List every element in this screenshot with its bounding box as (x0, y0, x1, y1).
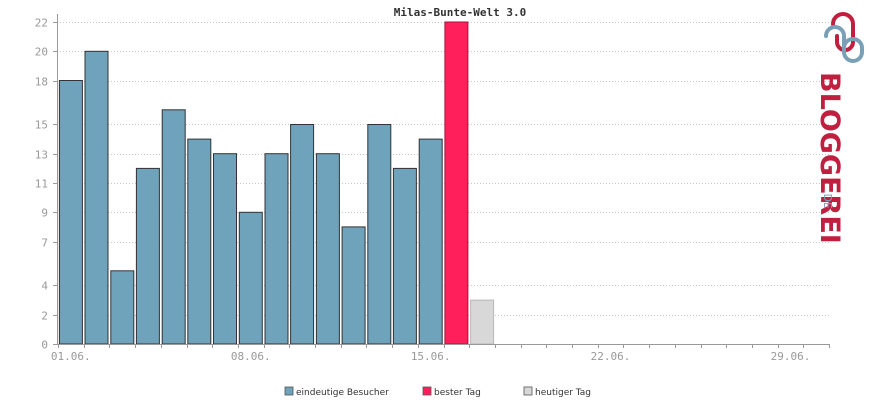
y-tick-label: 7 (41, 237, 48, 250)
axes (57, 14, 830, 345)
bar-today (470, 299, 495, 345)
bloggerei-logo-suffix: .DE (821, 190, 834, 209)
x-axis-ticks: 01.06. 08.06. 15.06. 22.06. 29.06. (51, 344, 830, 363)
y-tick-label: 2 (41, 310, 48, 323)
bar (238, 211, 263, 345)
bar (187, 138, 212, 345)
legend-label: bester Tag (434, 388, 481, 398)
legend-label: heutiger Tag (535, 388, 591, 398)
bar (213, 153, 237, 345)
x-tick-label: 01.06. (51, 350, 91, 363)
bar (418, 138, 443, 345)
y-tick-label: 15 (35, 119, 48, 132)
bar (392, 167, 417, 345)
bar (290, 124, 315, 345)
x-tick-label: 22.06. (591, 350, 631, 363)
y-tick-label: 0 (41, 339, 48, 352)
legend-swatch (284, 386, 294, 396)
y-tick-label: 18 (35, 76, 48, 89)
y-tick-label: 11 (35, 178, 48, 191)
bar (110, 270, 135, 345)
legend-label: eindeutige Besucher (296, 388, 389, 398)
bar (135, 167, 160, 345)
legend-item: bester Tag (422, 386, 481, 398)
x-tick-label: 15.06. (411, 350, 451, 363)
bars-group (58, 21, 495, 345)
bloggerei-logo: BLOGGEREI .DE (814, 12, 864, 244)
bar (58, 80, 83, 345)
bar (84, 50, 109, 345)
bar (341, 226, 366, 345)
legend-item: eindeutige Besucher (284, 386, 389, 398)
x-tick-label: 08.06. (231, 350, 271, 363)
chart-title: Milas-Bunte-Welt 3.0 (394, 6, 526, 19)
bar (161, 109, 186, 345)
bar (264, 153, 289, 345)
x-tick-label: 29.06. (771, 350, 811, 363)
bloggerei-logo-text: BLOGGEREI (814, 72, 845, 244)
legend-swatch (523, 386, 533, 396)
y-tick-label: 20 (35, 46, 48, 59)
y-tick-label: 9 (41, 207, 48, 220)
legend-item: heutiger Tag (523, 386, 591, 398)
bloggerei-logo-icon (824, 12, 864, 63)
y-tick-label: 4 (41, 280, 48, 293)
y-tick-label: 13 (35, 149, 48, 162)
bar (367, 124, 392, 345)
y-axis-ticks: 0 2 4 7 9 11 13 15 18 20 22 (35, 17, 57, 352)
legend-swatch (422, 386, 432, 396)
y-tick-label: 22 (35, 17, 48, 30)
bar (315, 153, 340, 345)
bar-best-day (444, 21, 469, 345)
legend: eindeutige Besucher bester Tag heutiger Ta… (284, 386, 591, 398)
